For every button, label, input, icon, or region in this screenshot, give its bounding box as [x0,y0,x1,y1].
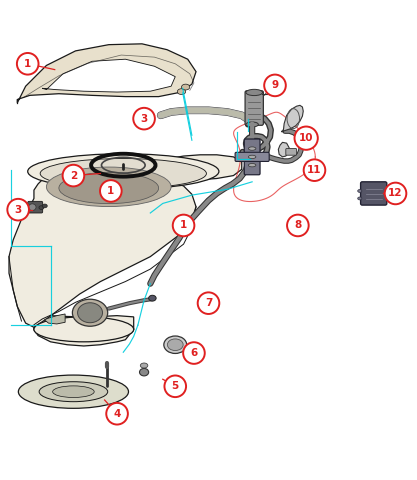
Circle shape [294,127,318,150]
Circle shape [17,53,38,74]
Circle shape [133,108,155,130]
Ellipse shape [18,375,128,408]
Polygon shape [34,316,134,346]
Ellipse shape [140,369,148,376]
Circle shape [106,403,128,424]
Ellipse shape [78,303,103,323]
Text: 8: 8 [294,220,301,230]
Text: 5: 5 [172,381,179,391]
Text: 10: 10 [299,133,314,143]
Ellipse shape [141,363,148,368]
Ellipse shape [34,317,134,342]
Ellipse shape [181,84,190,90]
Circle shape [164,375,186,397]
Text: 7: 7 [205,298,212,308]
Text: 6: 6 [190,348,198,358]
Circle shape [100,180,122,202]
Polygon shape [126,155,242,180]
Text: 3: 3 [15,204,22,215]
FancyBboxPatch shape [28,201,43,213]
Ellipse shape [167,339,183,350]
Text: 1: 1 [180,220,187,230]
Ellipse shape [246,89,263,96]
Ellipse shape [73,299,108,326]
Polygon shape [278,143,289,157]
Circle shape [183,342,205,364]
Ellipse shape [249,147,256,150]
Ellipse shape [39,206,44,209]
Ellipse shape [42,204,47,208]
Ellipse shape [358,197,362,200]
FancyBboxPatch shape [235,152,269,161]
Ellipse shape [148,295,156,301]
Circle shape [63,165,84,186]
Circle shape [198,292,219,314]
Text: 1: 1 [107,186,114,196]
Polygon shape [18,44,196,103]
Circle shape [8,199,29,220]
Circle shape [264,74,286,96]
Ellipse shape [59,172,158,204]
FancyBboxPatch shape [245,91,264,125]
Circle shape [304,159,325,181]
Ellipse shape [40,158,206,189]
Polygon shape [42,59,175,92]
Circle shape [173,215,194,236]
Polygon shape [9,170,196,327]
FancyBboxPatch shape [361,182,387,205]
Ellipse shape [246,122,259,127]
Ellipse shape [249,155,256,158]
Ellipse shape [249,164,256,167]
Circle shape [385,183,406,204]
Polygon shape [281,105,303,132]
Ellipse shape [46,167,171,206]
Text: 3: 3 [141,114,148,124]
Text: 1: 1 [24,59,31,69]
Ellipse shape [28,204,36,211]
Ellipse shape [358,190,362,192]
Polygon shape [44,314,65,324]
Text: 9: 9 [271,80,279,90]
Text: 4: 4 [113,409,121,419]
Ellipse shape [34,318,134,341]
Ellipse shape [28,154,219,189]
Circle shape [287,215,309,236]
Text: 12: 12 [388,189,403,198]
Text: 2: 2 [70,170,77,180]
Ellipse shape [177,89,186,95]
FancyBboxPatch shape [244,139,260,175]
Ellipse shape [53,386,94,397]
Ellipse shape [164,336,187,353]
Text: 11: 11 [307,165,322,175]
FancyBboxPatch shape [286,149,296,155]
Ellipse shape [39,382,108,402]
